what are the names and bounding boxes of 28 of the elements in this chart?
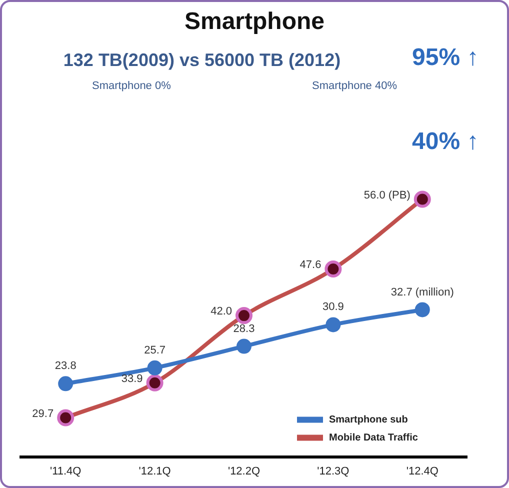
x-tick-label: '12.1Q: [138, 465, 172, 478]
data-label: 42.0: [210, 306, 232, 318]
data-label: 30.9: [322, 301, 344, 314]
data-label: 28.3: [233, 322, 255, 335]
x-tick-label: '12.3Q: [317, 465, 350, 478]
legend-label: Smartphone sub: [329, 414, 408, 426]
data-label: 32.7 (million): [390, 286, 454, 298]
x-tick-label: '12.4Q: [406, 465, 439, 478]
x-tick-label: '12.2Q: [228, 465, 260, 478]
chart-title: Smartphone: [183, 8, 326, 36]
x-tick-label: '11.4Q: [50, 465, 82, 478]
point: [58, 376, 74, 392]
text: 95% ↑: [412, 44, 479, 72]
data-label: 29.7: [32, 408, 54, 420]
point: [236, 338, 252, 354]
text: Smartphone 40%: [312, 80, 397, 92]
chart-subtitle: 132 TB(2009) vs 56000 TB (2012): [62, 50, 342, 71]
data-label: 25.7: [144, 344, 166, 356]
text: Smartphone 0%: [92, 80, 171, 92]
legend-label: Mobile Data Traffic: [329, 432, 418, 444]
data-label: 23.8: [54, 360, 76, 372]
data-label: 56.0 (PB): [364, 189, 410, 202]
point: [147, 360, 162, 376]
point: [414, 302, 430, 318]
text: 40% ↑: [412, 128, 479, 156]
data-label: 47.6: [300, 259, 322, 272]
data-label: 33.9: [121, 372, 143, 385]
point: [326, 317, 341, 332]
